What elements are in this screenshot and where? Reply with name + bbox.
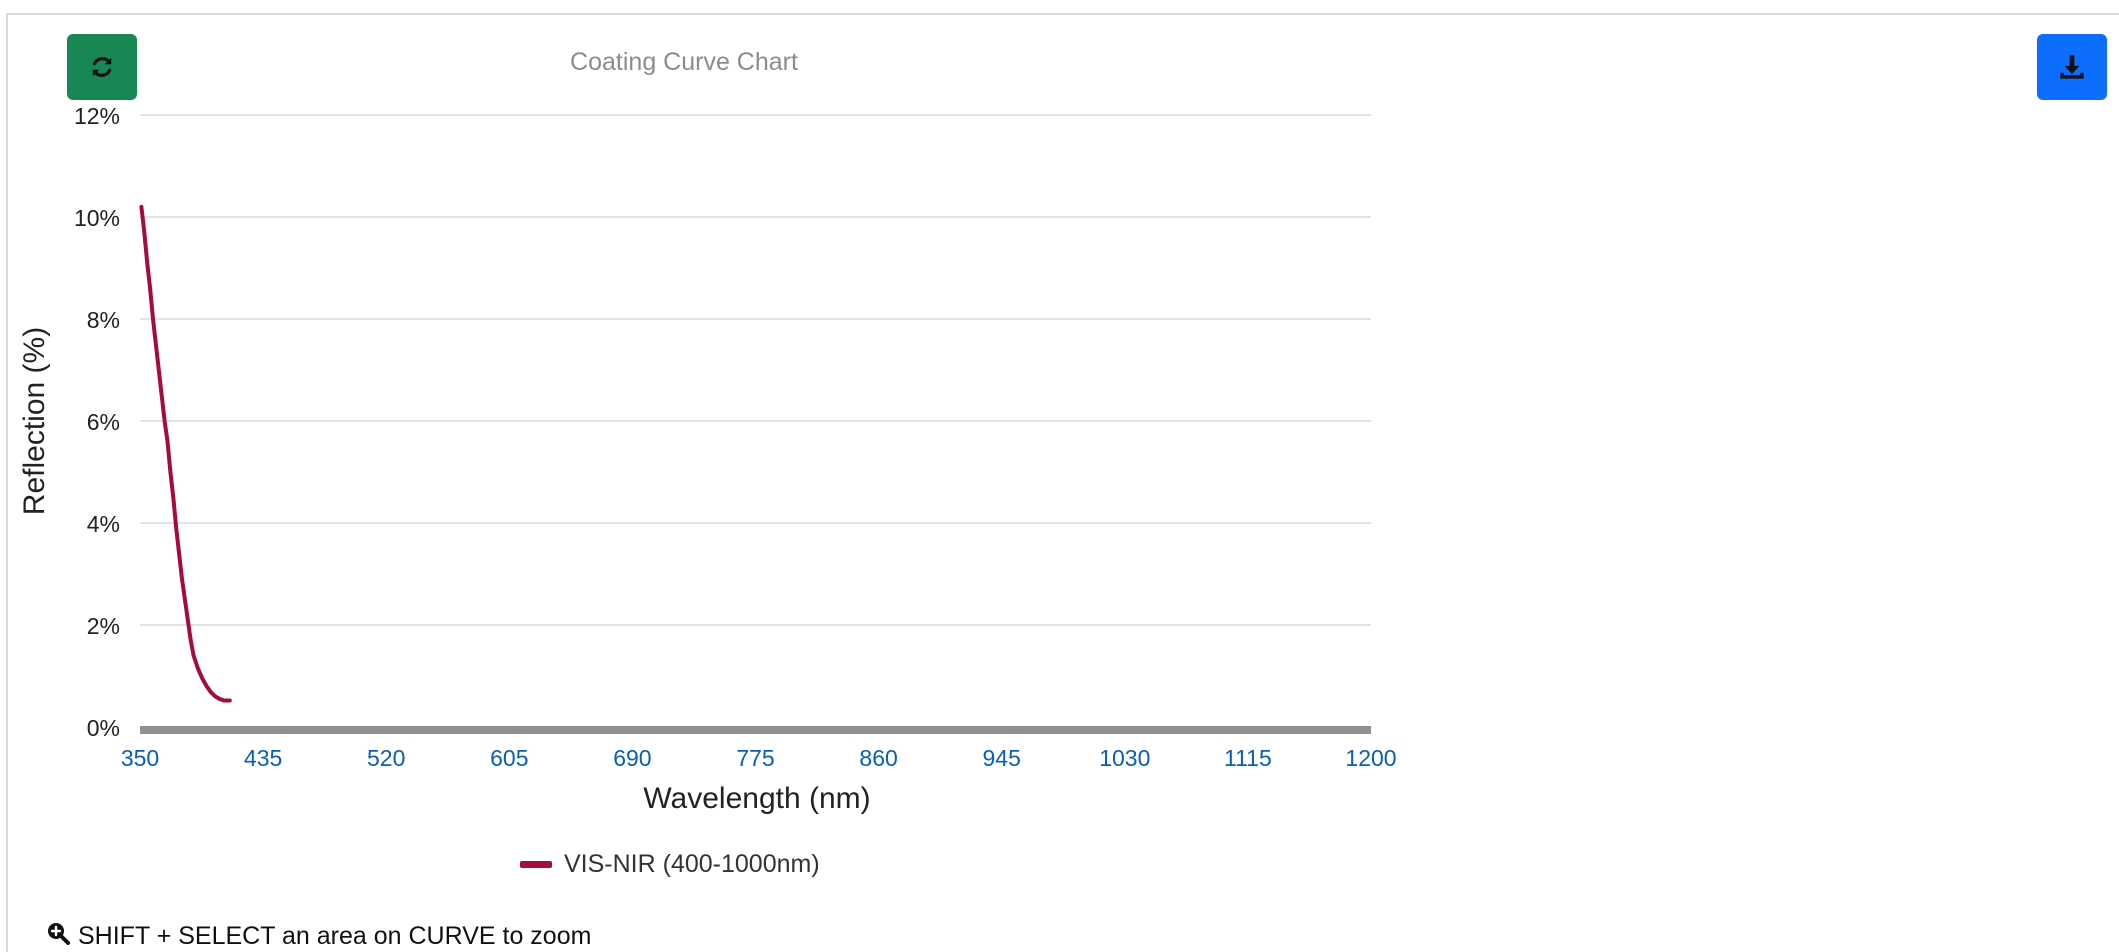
y-tick-label: 6%: [87, 409, 120, 435]
x-tick-label: 435: [244, 745, 282, 771]
zoom-hint-text: SHIFT + SELECT an area on CURVE to zoom: [78, 922, 592, 950]
zoom-in-icon: [46, 921, 70, 952]
y-tick-label: 8%: [87, 307, 120, 333]
x-tick-label: 1030: [1099, 745, 1150, 771]
y-tick-label: 0%: [87, 715, 120, 741]
x-tick-label: 1200: [1345, 745, 1396, 771]
x-tick-label: 605: [490, 745, 528, 771]
x-tick-label: 350: [121, 745, 159, 771]
chart-container: [6, 13, 2119, 952]
refresh-icon: [89, 54, 115, 80]
refresh-button[interactable]: [67, 34, 137, 100]
grid-lines: [140, 114, 1371, 626]
y-tick-label: 12%: [74, 103, 120, 129]
y-tick-label: 2%: [87, 613, 120, 639]
chart-legend[interactable]: VIS-NIR (400-1000nm): [520, 850, 820, 879]
x-tick-label: 690: [613, 745, 651, 771]
x-tick-label: 945: [983, 745, 1021, 771]
download-icon: [2058, 53, 2086, 81]
series-layer: [139, 204, 232, 703]
y-axis-label: Reflection (%): [18, 327, 51, 515]
x-axis-ticks: 350 435 520 605 690 775 860 945 1030 1115 1200: [121, 745, 1397, 771]
x-axis-label: Wavelength (nm): [643, 782, 870, 815]
x-tick-label: 520: [367, 745, 405, 771]
x-tick-label: 775: [736, 745, 774, 771]
legend-label: VIS-NIR (400-1000nm): [564, 850, 820, 878]
chart-title: Coating Curve Chart: [570, 48, 798, 76]
x-tick-label: 1115: [1224, 745, 1272, 771]
y-tick-label: 4%: [87, 511, 120, 537]
y-axis-ticks: 0% 2% 4% 6% 8% 10% 12%: [74, 103, 120, 741]
legend-swatch: [520, 861, 552, 868]
zoom-hint: SHIFT + SELECT an area on CURVE to zoom: [46, 921, 591, 952]
x-tick-label: 860: [859, 745, 897, 771]
download-button[interactable]: [2037, 34, 2107, 100]
series-line: [139, 204, 232, 703]
y-tick-label: 10%: [74, 205, 120, 231]
